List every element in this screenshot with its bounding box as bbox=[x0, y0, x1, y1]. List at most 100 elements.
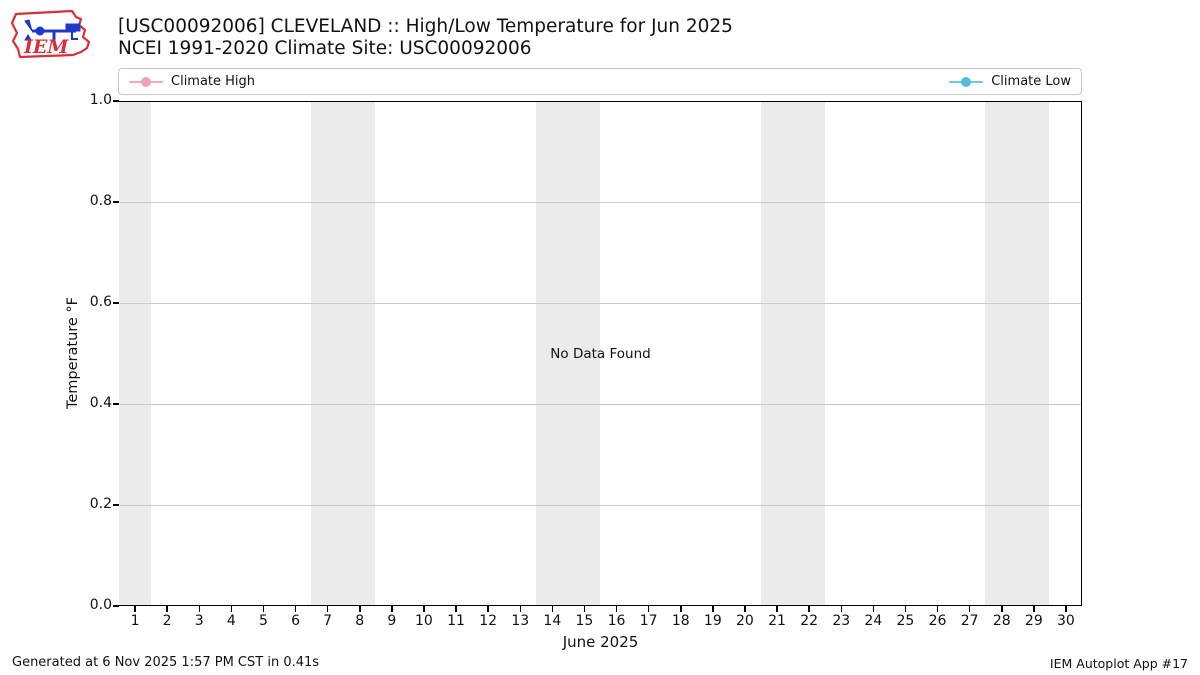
x-tick-mark bbox=[230, 606, 233, 612]
x-tick-label: 10 bbox=[415, 613, 433, 629]
x-tick-label: 16 bbox=[607, 613, 626, 629]
generated-timestamp: Generated at 6 Nov 2025 1:57 PM CST in 0… bbox=[12, 655, 320, 670]
x-tick-mark bbox=[808, 606, 810, 612]
y-tick-label: 0.0 bbox=[89, 597, 112, 613]
x-tick-label: 15 bbox=[575, 613, 594, 629]
iem-logo-icon: IEM bbox=[10, 9, 91, 59]
x-tick-mark bbox=[551, 606, 554, 612]
x-tick-mark bbox=[840, 606, 842, 612]
x-tick-label: 23 bbox=[832, 613, 851, 629]
x-tick-mark bbox=[455, 606, 457, 612]
x-tick-label: 26 bbox=[928, 613, 947, 629]
y-tick-label: 0.4 bbox=[89, 395, 112, 411]
x-tick-label: 11 bbox=[447, 613, 465, 629]
x-tick-mark bbox=[198, 606, 200, 612]
x-tick-mark bbox=[326, 606, 329, 612]
x-tick-mark bbox=[776, 606, 778, 612]
x-tick-mark bbox=[294, 606, 297, 612]
y-tick-mark bbox=[113, 201, 119, 203]
y-tick-label: 1.0 bbox=[89, 92, 112, 108]
x-tick-mark bbox=[872, 606, 875, 612]
x-tick-mark bbox=[904, 606, 907, 612]
x-tick-label: 3 bbox=[194, 613, 204, 629]
x-tick-label: 20 bbox=[736, 613, 754, 629]
y-tick-mark bbox=[113, 504, 119, 506]
x-tick-label: 9 bbox=[387, 613, 397, 629]
legend: Climate High Climate Low bbox=[118, 68, 1082, 95]
x-tick-label: 6 bbox=[291, 613, 300, 629]
x-tick-mark bbox=[1001, 606, 1003, 612]
x-tick-mark bbox=[1033, 606, 1035, 612]
x-tick-label: 22 bbox=[800, 613, 819, 629]
x-tick-mark bbox=[744, 606, 746, 612]
no-data-message: No Data Found bbox=[550, 345, 651, 362]
x-tick-label: 1 bbox=[130, 613, 140, 629]
x-tick-mark bbox=[487, 606, 489, 612]
weekend-band bbox=[535, 102, 600, 605]
x-tick-mark bbox=[262, 606, 265, 612]
x-tick-mark bbox=[391, 606, 393, 612]
x-tick-label: 27 bbox=[960, 613, 979, 629]
x-tick-label: 4 bbox=[226, 613, 236, 629]
legend-label-climate-low: Climate Low bbox=[991, 74, 1071, 89]
weekend-band bbox=[985, 102, 1050, 605]
x-tick-label: 25 bbox=[896, 613, 915, 629]
x-tick-mark bbox=[615, 606, 618, 612]
x-tick-label: 5 bbox=[258, 613, 268, 629]
y-tick-mark bbox=[113, 100, 119, 102]
x-tick-mark bbox=[647, 606, 650, 612]
x-tick-mark bbox=[680, 606, 682, 612]
gridline bbox=[120, 302, 1081, 304]
x-tick-mark bbox=[968, 606, 971, 612]
legend-label-climate-high: Climate High bbox=[171, 74, 256, 89]
y-tick-label: 0.8 bbox=[89, 193, 112, 209]
gridline bbox=[120, 504, 1081, 506]
x-tick-label: 29 bbox=[1024, 613, 1043, 629]
x-tick-label: 7 bbox=[323, 613, 333, 629]
legend-item-climate-low: Climate Low bbox=[949, 74, 1071, 89]
x-tick-label: 17 bbox=[639, 613, 658, 629]
plot-area: No Data Found bbox=[118, 101, 1082, 606]
x-tick-mark bbox=[519, 606, 521, 612]
x-tick-mark bbox=[583, 606, 586, 612]
x-tick-label: 30 bbox=[1057, 613, 1075, 629]
climate-low-marker-icon bbox=[949, 76, 984, 87]
weekend-band bbox=[118, 102, 151, 605]
x-tick-label: 21 bbox=[768, 613, 786, 629]
gridline bbox=[120, 201, 1081, 203]
y-tick-mark bbox=[113, 302, 119, 304]
climate-high-marker-icon bbox=[129, 76, 163, 87]
x-tick-label: 24 bbox=[864, 613, 883, 629]
chart-subtitle: NCEI 1991-2020 Climate Site: USC00092006 bbox=[118, 38, 532, 59]
x-tick-label: 13 bbox=[511, 613, 530, 629]
x-tick-mark bbox=[712, 606, 714, 612]
weekend-band bbox=[760, 102, 825, 605]
x-tick-label: 2 bbox=[162, 613, 172, 629]
legend-item-climate-high: Climate High bbox=[129, 74, 255, 89]
y-axis-label: Temperature °F bbox=[65, 296, 81, 410]
y-tick-label: 0.6 bbox=[89, 294, 112, 310]
logo-text: IEM bbox=[23, 36, 69, 58]
x-tick-mark bbox=[166, 606, 168, 612]
y-tick-mark bbox=[113, 605, 119, 607]
title-block: [USC00092006] CLEVELAND :: High/Low Temp… bbox=[118, 16, 733, 60]
x-tick-mark bbox=[134, 606, 136, 612]
gridline bbox=[120, 403, 1081, 405]
x-tick-mark bbox=[359, 606, 361, 612]
chart-title: [USC00092006] CLEVELAND :: High/Low Temp… bbox=[118, 16, 733, 37]
x-tick-label: 8 bbox=[355, 613, 365, 629]
x-tick-label: 12 bbox=[479, 613, 498, 629]
x-tick-label: 14 bbox=[543, 613, 562, 629]
x-tick-label: 28 bbox=[992, 613, 1011, 629]
x-tick-mark bbox=[1065, 606, 1067, 612]
x-tick-label: 19 bbox=[703, 613, 722, 629]
x-tick-mark bbox=[423, 606, 425, 612]
app-credit: IEM Autoplot App #17 bbox=[1049, 656, 1188, 671]
x-axis-label: June 2025 bbox=[562, 633, 639, 651]
x-tick-label: 18 bbox=[671, 613, 690, 629]
y-tick-label: 0.2 bbox=[89, 496, 112, 512]
weekend-band bbox=[311, 102, 376, 605]
y-tick-mark bbox=[113, 403, 119, 405]
x-tick-mark bbox=[936, 606, 939, 612]
